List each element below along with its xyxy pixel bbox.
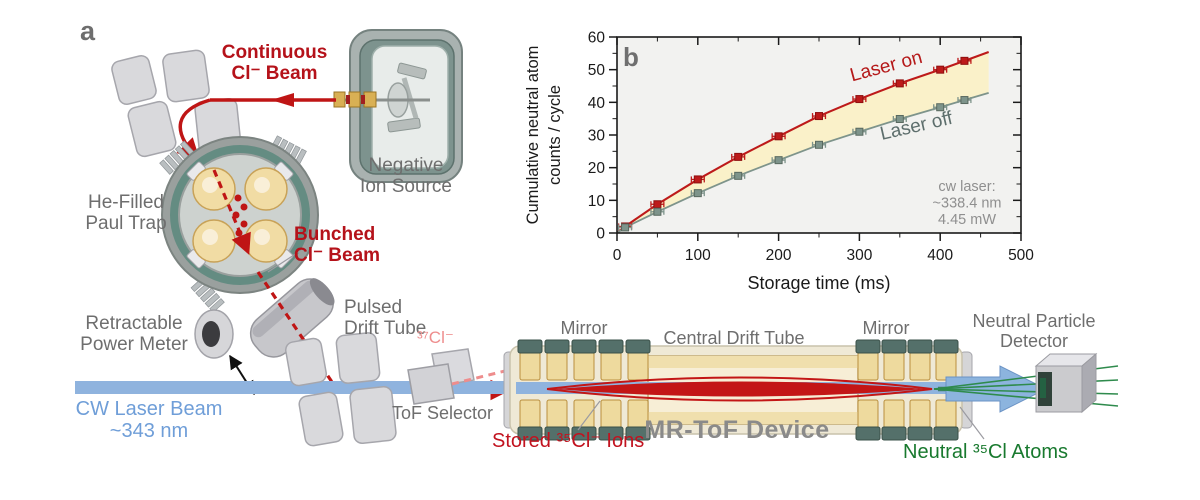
label-pulsed-drift-tube: Pulsed Drift Tube [344,297,427,340]
label-neutral-atoms: Neutral ³⁵Cl Atoms [903,441,1068,463]
x-tick-label: 500 [1008,247,1034,264]
mr-tof-device [503,339,973,441]
label-mirror-left: Mirror [560,318,608,338]
series-points-laser-off [617,96,972,232]
laser-annotation: cw laser: [938,179,995,195]
panel-a-tag: a [80,16,96,46]
panel-b-tag: b [623,42,639,72]
label-bunched-beam: Bunched Cl⁻ Beam [294,224,381,267]
y-tick-label: 40 [588,95,606,112]
label-stored-ions: Stored ³⁵Cl⁻ Ions [492,430,645,452]
y-axis-title-2: counts / cycle [546,85,564,185]
y-axis-title-1: Cumulative neutral atom [524,46,542,225]
x-axis-title: Storage time (ms) [747,273,890,293]
power-meter [194,309,255,396]
label-mirror-right: Mirror [862,318,910,338]
y-tick-label: 30 [588,128,606,145]
series-line-laser-off [616,91,989,234]
label-mr-tof-device: MR-ToF Device [644,416,830,444]
stored-ion-envelope [546,376,933,402]
pointer-lines [267,250,985,440]
series-line-laser-on [616,51,990,234]
neutral-particle-detector [1034,352,1098,414]
y-tick-label: 50 [588,62,606,79]
x-tick-label: 400 [927,247,953,264]
pulsed-drift-tube [249,278,335,358]
label-cl37: ³⁷Cl⁻ [417,328,454,347]
label-power-meter: Retractable Power Meter [80,313,188,356]
y-tick-label: 20 [588,160,606,177]
label-negative-ion-source: Negative Ion Source [360,155,452,198]
y-tick-label: 0 [596,226,605,243]
paul-trap [159,135,319,313]
label-cw-laser: CW Laser Beam ~343 nm [75,398,223,443]
label-central-drift-tube: Central Drift Tube [663,328,805,348]
tof-selector [407,348,475,405]
x-tick-label: 0 [613,247,622,264]
label-tof-selector: ToF Selector [392,403,494,423]
label-detector: Neutral Particle Detector [972,311,1096,352]
label-continuous-beam: Continuous Cl⁻ Beam [221,42,328,85]
stored-ion-bundle [555,381,925,397]
y-tick-label: 60 [588,30,606,47]
x-tick-label: 200 [766,247,792,264]
mirror-right [855,339,959,441]
axis-ticks [609,36,1022,241]
label-paul-trap: He-Filled Paul Trap [85,192,167,235]
quadrupole-bender-2 [284,332,397,447]
y-tick-label: 10 [588,193,606,210]
x-tick-label: 100 [685,247,711,264]
mirror-left [517,339,651,441]
laser-annotation: ~338.4 nm [933,196,1002,212]
x-tick-label: 300 [846,247,872,264]
chart-panel-b: 0 100 200 300 400 500 0 10 20 30 40 50 60 Storage tim… [520,8,1068,300]
bunched-beam-path-1 [212,169,251,255]
negative-ion-source [333,29,463,183]
laser-annotation: 4.45 mW [938,212,996,228]
